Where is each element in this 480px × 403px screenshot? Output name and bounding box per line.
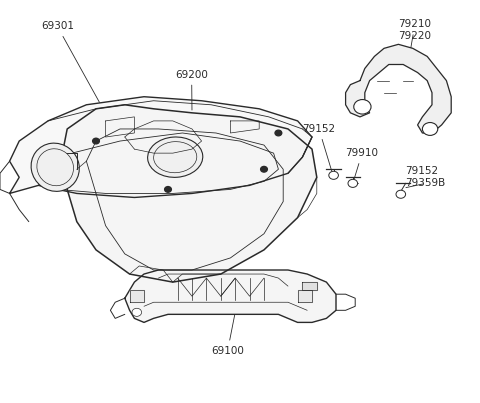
Text: 79359B: 79359B [406, 179, 446, 188]
Polygon shape [298, 290, 312, 302]
Text: 79220: 79220 [398, 31, 432, 41]
Ellipse shape [154, 141, 197, 173]
Ellipse shape [31, 143, 79, 191]
Polygon shape [302, 282, 317, 290]
Circle shape [396, 190, 406, 198]
Ellipse shape [148, 137, 203, 177]
Circle shape [261, 166, 267, 172]
Text: 69200: 69200 [175, 70, 208, 110]
Text: 79152: 79152 [406, 166, 439, 176]
Circle shape [422, 123, 438, 135]
Polygon shape [125, 270, 336, 322]
Circle shape [93, 138, 99, 144]
Polygon shape [10, 97, 312, 197]
Text: 79210: 79210 [398, 19, 432, 48]
Text: 69100: 69100 [211, 315, 244, 355]
Circle shape [132, 308, 142, 316]
Text: 69301: 69301 [41, 21, 99, 102]
Text: 79152: 79152 [302, 124, 336, 171]
Circle shape [354, 100, 371, 114]
Circle shape [348, 179, 358, 187]
Circle shape [275, 130, 282, 136]
Circle shape [165, 187, 171, 192]
Polygon shape [130, 290, 144, 302]
Ellipse shape [37, 149, 73, 186]
Polygon shape [62, 105, 317, 282]
Text: 79910: 79910 [346, 148, 379, 181]
Polygon shape [346, 44, 451, 133]
Circle shape [329, 171, 338, 179]
